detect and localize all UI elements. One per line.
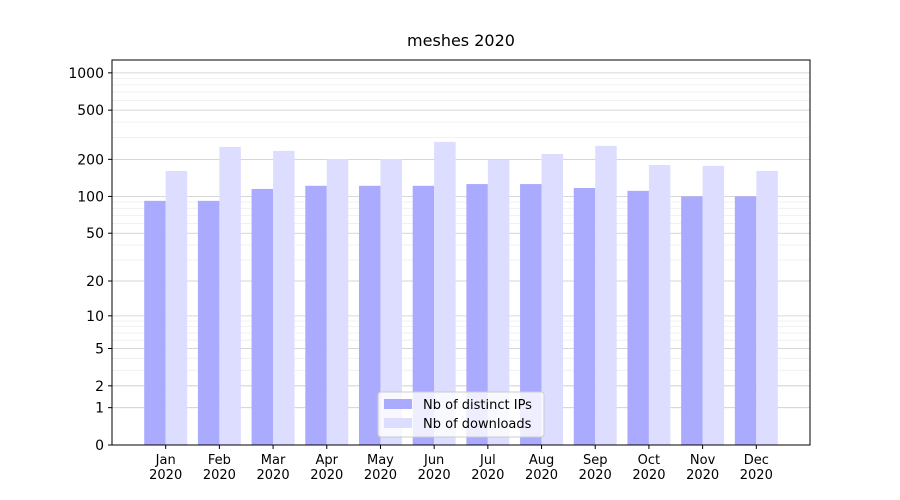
legend-label: Nb of downloads (423, 417, 532, 432)
bar (648, 164, 671, 445)
bar (358, 185, 381, 446)
y-tick-label: 100 (77, 189, 104, 205)
bar (520, 184, 542, 446)
x-tick-label: Jul 2020 (471, 453, 505, 483)
x-tick-label: Feb 2020 (202, 453, 236, 483)
chart-title: meshes 2020 (407, 31, 515, 50)
y-tick-label: 200 (77, 152, 104, 168)
plot-frame (111, 59, 811, 446)
y-tick-label: 500 (77, 103, 104, 119)
bar (487, 159, 510, 445)
legend-label: Nb of distinct IPs (423, 398, 532, 413)
bar (595, 145, 617, 445)
bar (573, 188, 596, 445)
bar (412, 185, 435, 446)
bar (627, 190, 649, 445)
x-tick-label: Nov 2020 (686, 453, 720, 483)
bar (756, 170, 778, 445)
bar (273, 150, 295, 445)
bar (326, 159, 349, 445)
y-tick-label: 0 (95, 438, 104, 454)
x-tick-label: Dec 2020 (739, 453, 773, 483)
bar (466, 184, 488, 446)
bar (541, 153, 564, 446)
x-tick-label: Aug 2020 (524, 453, 559, 483)
bar (734, 196, 757, 445)
bar (197, 200, 220, 445)
legend-swatch (384, 399, 412, 409)
bar (702, 165, 725, 445)
legend-swatch (384, 418, 412, 428)
y-tick-label: 1000 (68, 66, 104, 82)
bar (144, 200, 166, 445)
y-tick-label: 1 (95, 401, 104, 417)
y-tick-label: 5 (95, 341, 104, 357)
y-tick-label: 10 (86, 309, 104, 325)
bar (380, 159, 402, 445)
bar (305, 185, 327, 446)
x-tick-label: Oct 2020 (632, 453, 666, 483)
x-tick-label: Mar 2020 (256, 453, 290, 483)
bar (165, 170, 188, 445)
x-tick-label: Sep 2020 (578, 453, 612, 483)
y-tick-label: 20 (86, 274, 104, 290)
x-tick-label: Jan 2020 (149, 453, 183, 483)
bar (251, 188, 274, 445)
y-tick-label: 50 (86, 226, 104, 242)
bar (219, 146, 241, 445)
x-tick-label: Jun 2020 (417, 453, 451, 483)
x-tick-label: Apr 2020 (310, 453, 344, 483)
legend-box (377, 391, 545, 438)
bar (434, 141, 456, 445)
bar (681, 196, 703, 445)
x-tick-label: May 2020 (363, 453, 397, 483)
y-tick-label: 2 (95, 379, 104, 395)
